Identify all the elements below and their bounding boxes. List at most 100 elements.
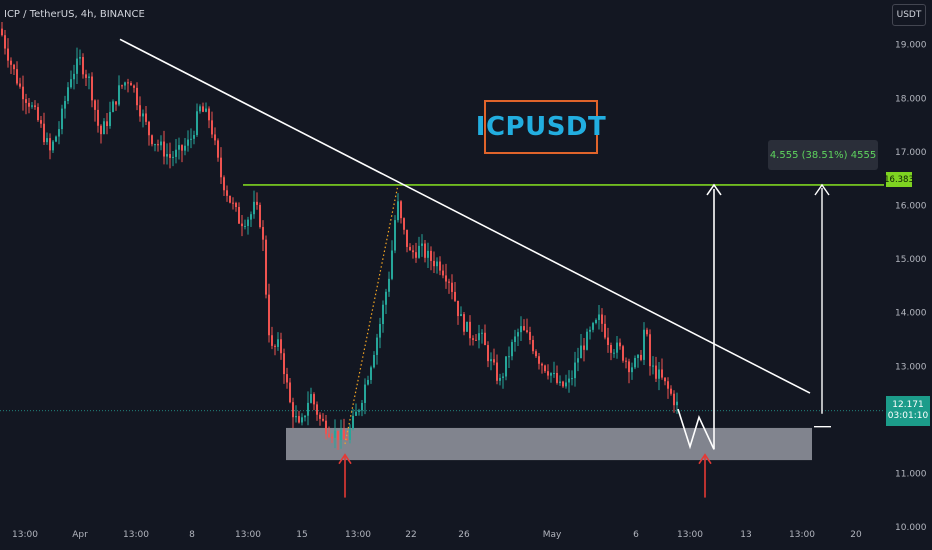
candle-body [286, 374, 288, 383]
candle-body [460, 314, 462, 317]
candle-body [478, 333, 480, 341]
time-tick-label: 22 [405, 530, 416, 540]
candle-body [634, 358, 636, 368]
candle-body [445, 275, 447, 282]
time-tick-label: 15 [296, 530, 307, 540]
candle-body [79, 57, 81, 59]
candle-body [424, 243, 426, 258]
candle-body [292, 402, 294, 418]
candle-body [676, 401, 678, 406]
candle-body [7, 48, 9, 61]
candle-body [652, 365, 654, 367]
symbol-info[interactable]: ICP / TetherUS, 4h, BINANCE [4, 9, 145, 20]
candle-body [85, 74, 87, 78]
candle-body [46, 138, 48, 143]
candle-body [517, 332, 519, 337]
candle-body [415, 252, 417, 258]
candle-body [493, 359, 495, 363]
candle-body [451, 282, 453, 292]
candle-body [109, 111, 111, 126]
candle-body [61, 108, 63, 130]
candle-body [637, 354, 639, 359]
candle-body [607, 337, 609, 345]
candle-body [229, 195, 231, 203]
price-tick-label: 16.000 [895, 202, 927, 212]
candle-body [274, 345, 276, 347]
candle-body [622, 346, 624, 361]
candle-body [508, 356, 510, 358]
candle-body [313, 394, 315, 405]
time-tick-label: 13:00 [789, 530, 815, 540]
candle-body [367, 379, 369, 385]
candle-body [643, 329, 645, 360]
currency-button[interactable]: USDT [892, 4, 926, 26]
candle-body [145, 113, 147, 122]
candle-body [427, 250, 429, 258]
candle-body [16, 69, 18, 84]
candle-body [388, 278, 390, 292]
measure-label: 4.555 (38.51%) 4555 [768, 140, 878, 170]
drawings-layer[interactable] [0, 38, 884, 498]
candle-body [256, 201, 258, 205]
candle-body [244, 225, 246, 227]
candle-body [211, 120, 213, 135]
support-zone[interactable] [286, 427, 812, 461]
resistance-price-label: 16.383 [884, 172, 914, 187]
candle-body [241, 223, 243, 227]
candle-body [544, 365, 546, 372]
candle-body [331, 436, 333, 438]
candle-body [640, 354, 642, 360]
candle-body [433, 260, 435, 267]
candle-body [499, 377, 501, 381]
candle-body [598, 314, 600, 320]
candle-body [523, 326, 525, 331]
candle-body [88, 76, 90, 78]
candle-body [49, 138, 51, 151]
candle-body [613, 352, 615, 354]
candle-body [232, 202, 234, 204]
candle-body [94, 100, 96, 110]
candle-body [52, 141, 54, 151]
current-price-value: 12.171 [892, 400, 924, 410]
candle-body [238, 206, 240, 224]
candle-body [547, 371, 549, 376]
candle-body [157, 144, 159, 146]
candle-body [133, 85, 135, 88]
candle-body [526, 330, 528, 332]
time-tick-label: 8 [189, 530, 195, 540]
candle-body [169, 154, 171, 158]
candle-body [595, 319, 597, 324]
projected-path[interactable] [677, 408, 715, 450]
candle-body [322, 418, 324, 421]
candle-body [64, 101, 66, 109]
candle-body [562, 381, 564, 387]
price-tick-label: 17.000 [895, 148, 927, 158]
candle-body [73, 73, 75, 80]
candle-body [670, 388, 672, 394]
time-axis[interactable]: 13:00 Apr 13:00 8 13:00 15 13:00 22 26 May 6 13:00 1… [12, 530, 862, 540]
support-zone-layer [286, 427, 812, 461]
candle-body [343, 429, 345, 440]
candle-body [370, 367, 372, 380]
candle-body [349, 428, 351, 440]
descending-trendline[interactable] [119, 38, 811, 394]
candle-body [160, 141, 162, 146]
candle-body [616, 342, 618, 353]
brand-label: ICPUSDT [476, 100, 606, 154]
candle-body [295, 416, 297, 418]
candle-body [259, 204, 261, 228]
candle-body [589, 329, 591, 332]
candle-body [484, 332, 486, 346]
candle-body [430, 250, 432, 261]
candle-body [505, 356, 507, 377]
candle-body [412, 250, 414, 253]
candle-body [25, 99, 27, 103]
candle-body [193, 135, 195, 139]
candle-body [529, 331, 531, 340]
candle-body [10, 60, 12, 65]
candle-body [340, 429, 342, 440]
candle-body [346, 439, 348, 441]
time-tick-label: 26 [458, 530, 470, 540]
